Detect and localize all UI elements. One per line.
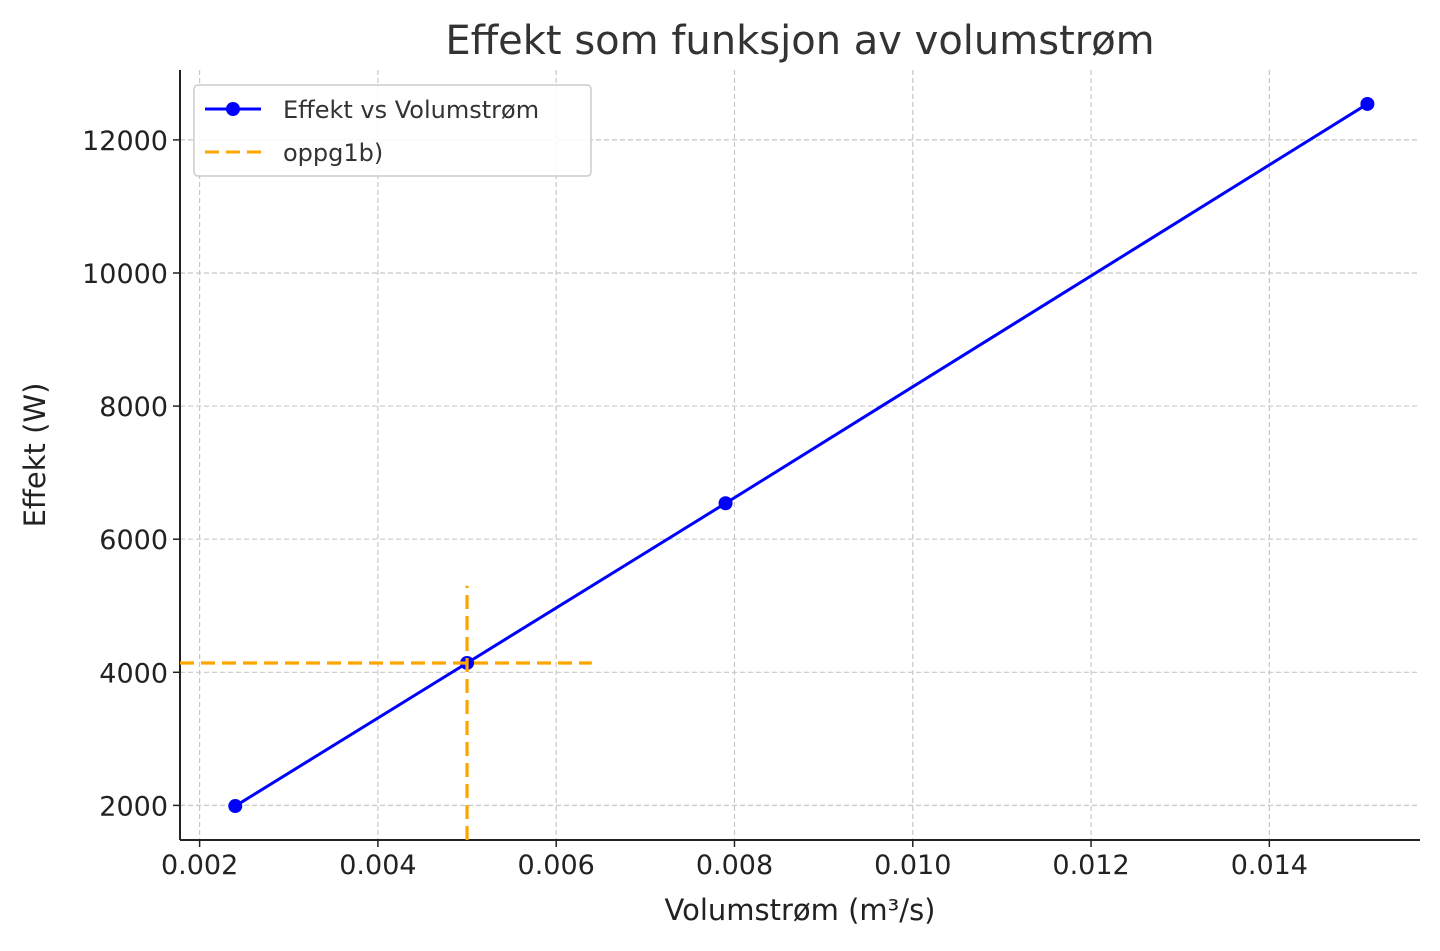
- x-tick-label: 0.012: [1052, 850, 1129, 881]
- y-tick-label: 10000: [82, 259, 168, 290]
- legend-label: Effekt vs Volumstrøm: [283, 96, 539, 124]
- grid-layer: [180, 70, 1420, 840]
- series-layer: [180, 96, 1375, 840]
- y-tick-label: 8000: [99, 392, 168, 423]
- x-tick-label: 0.002: [161, 850, 238, 881]
- legend-box: [193, 84, 592, 177]
- legend-marker-0: [226, 102, 240, 116]
- y-tick-label: 4000: [99, 658, 168, 689]
- legend-label: oppg1b): [283, 139, 383, 167]
- y-tick-label: 12000: [82, 126, 168, 157]
- x-tick-label: 0.006: [518, 850, 595, 881]
- y-tick-label: 6000: [99, 525, 168, 556]
- data-point-3: [1360, 96, 1375, 111]
- axes-layer: [179, 70, 1420, 841]
- data-point-2: [718, 496, 733, 511]
- y-axis-label: Effekt (W): [18, 383, 52, 528]
- chart-title: Effekt som funksjon av volumstrøm: [445, 18, 1154, 64]
- x-tick-label: 0.010: [874, 850, 951, 881]
- ticks-layer: 0.002 0.004 0.006 0.008 0.010 0.012 0.014 2000 4…: [82, 126, 1308, 881]
- data-point-0: [228, 799, 243, 814]
- series-line: [234, 102, 1369, 808]
- x-tick-label: 0.004: [339, 850, 416, 881]
- y-tick-label: 2000: [99, 791, 168, 822]
- x-tick-label: 0.008: [696, 850, 773, 881]
- x-tick-label: 0.014: [1231, 850, 1308, 881]
- x-axis-label: Volumstrøm (m³/s): [664, 893, 935, 927]
- legend: Effekt vs Volumstrøm oppg1b): [193, 84, 592, 177]
